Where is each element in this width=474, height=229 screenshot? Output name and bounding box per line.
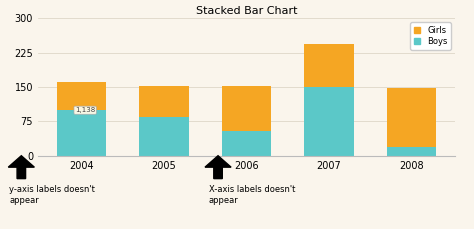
Legend: Girls, Boys: Girls, Boys [410,22,451,50]
Bar [304,44,354,87]
Bar [304,87,354,156]
Bar [222,86,271,131]
Bar [139,86,189,117]
Bar [222,131,271,156]
Text: 1,138: 1,138 [75,107,95,113]
Title: Stacked Bar Chart: Stacked Bar Chart [196,6,297,16]
Bar [139,117,189,156]
Bar [57,82,106,110]
Bar [57,110,106,156]
Text: y-axis labels doesn't
appear: y-axis labels doesn't appear [9,185,95,205]
Bar [387,147,436,156]
Text: X-axis labels doesn't
appear: X-axis labels doesn't appear [209,185,295,205]
Bar [387,88,436,147]
